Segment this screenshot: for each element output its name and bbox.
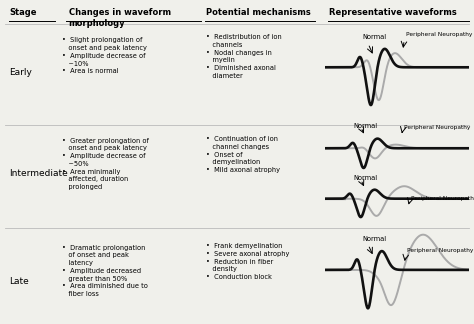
Text: •  Dramatic prolongation
   of onset and peak
   latency
•  Amplitude decreased
: • Dramatic prolongation of onset and pea… — [62, 245, 147, 297]
Text: •  Greater prolongation of
   onset and peak latency
•  Amplitude decrease of
  : • Greater prolongation of onset and peak… — [62, 138, 148, 190]
Text: •  Continuation of ion
   channel changes
•  Onset of
   demyelination
•  Mild a: • Continuation of ion channel changes • … — [206, 136, 280, 173]
Text: •  Frank demyelination
•  Severe axonal atrophy
•  Reduction in fiber
   density: • Frank demyelination • Severe axonal at… — [206, 243, 290, 280]
Text: Normal: Normal — [362, 34, 386, 40]
Text: Early: Early — [9, 68, 32, 77]
Text: Normal: Normal — [354, 123, 378, 129]
Text: •  Slight prolongation of
   onset and peak latency
•  Amplitude decrease of
   : • Slight prolongation of onset and peak … — [62, 37, 146, 74]
Text: Changes in waveform
morphology: Changes in waveform morphology — [69, 8, 171, 28]
Text: Stage: Stage — [9, 8, 37, 17]
Text: Peripheral Neuropathy: Peripheral Neuropathy — [411, 196, 474, 201]
Text: Normal: Normal — [354, 175, 378, 181]
Text: Representative waveforms: Representative waveforms — [329, 8, 457, 17]
Text: Late: Late — [9, 277, 29, 286]
Text: Normal: Normal — [362, 236, 386, 242]
Text: Peripheral Neuropathy: Peripheral Neuropathy — [404, 125, 471, 130]
Text: •  Redistribution of ion
   channels
•  Nodal changes in
   myelin
•  Diminished: • Redistribution of ion channels • Nodal… — [206, 34, 282, 79]
Text: Peripheral Neuropathy: Peripheral Neuropathy — [407, 248, 474, 253]
Text: Intermediate: Intermediate — [9, 169, 68, 178]
Text: Potential mechanisms: Potential mechanisms — [206, 8, 311, 17]
Text: Peripheral Neuropathy: Peripheral Neuropathy — [406, 31, 472, 37]
